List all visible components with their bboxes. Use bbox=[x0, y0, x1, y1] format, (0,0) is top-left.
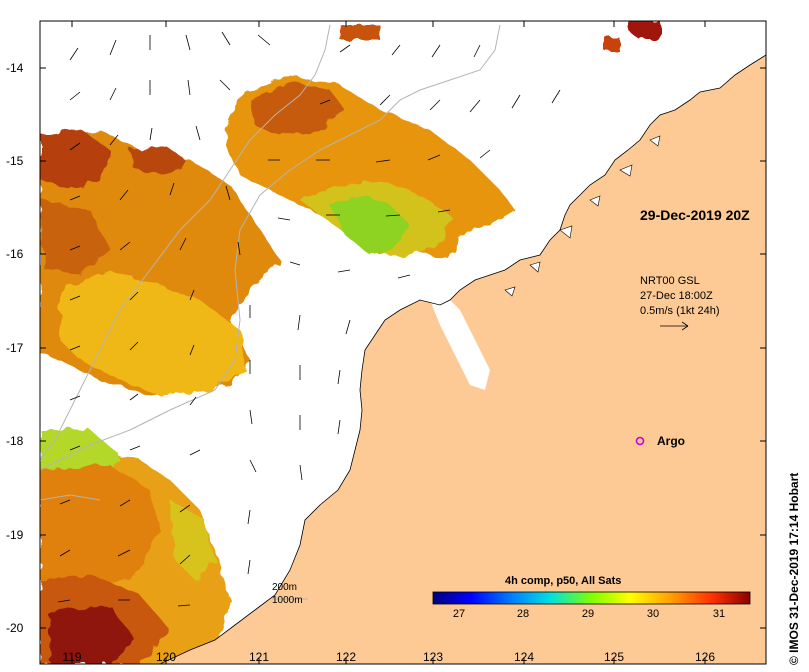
coastline bbox=[159, 54, 766, 664]
y-tick-label: -16 bbox=[6, 247, 24, 261]
x-tick-label: 122 bbox=[335, 650, 357, 664]
colorbar-tick: 31 bbox=[712, 608, 726, 620]
plot-frame bbox=[39, 20, 767, 665]
x-tick-label: 119 bbox=[62, 650, 82, 664]
y-tick-label: -19 bbox=[6, 528, 24, 542]
axis-ticks bbox=[40, 21, 766, 664]
y-tick-label: -18 bbox=[6, 434, 24, 448]
wind-scale: 0.5m/s (1kt 24h) bbox=[640, 305, 720, 317]
colorbar-tick: 29 bbox=[581, 608, 595, 620]
y-tick-label: -17 bbox=[6, 341, 24, 355]
wind-vectors bbox=[57, 31, 689, 607]
imos-credit: © IMOS 31-Dec-2019 17:14 Hobart bbox=[787, 472, 801, 665]
contour-1000m-label: 1000m bbox=[272, 595, 303, 606]
x-tick-label: 123 bbox=[422, 650, 444, 664]
king-sound bbox=[430, 295, 490, 390]
colorbar-tick: 30 bbox=[646, 608, 660, 620]
wind-time: 27-Dec 18:00Z bbox=[640, 290, 713, 302]
bathymetry-contours bbox=[40, 24, 501, 501]
colorbar-tick: 28 bbox=[516, 608, 530, 620]
date-label: 29-Dec-2019 20Z bbox=[640, 207, 750, 223]
wind-source: NRT00 GSL bbox=[640, 275, 700, 287]
y-tick-label: -15 bbox=[6, 154, 24, 168]
colorbar-title: 4h comp, p50, All Sats bbox=[505, 575, 622, 587]
contour-200m-label: 200m bbox=[272, 582, 298, 593]
x-tick-label: 124 bbox=[513, 650, 535, 664]
y-tick-label: -20 bbox=[6, 621, 24, 635]
argo-marker[interactable] bbox=[635, 436, 645, 446]
x-tick-label: 125 bbox=[603, 650, 625, 664]
x-tick-label: 121 bbox=[248, 650, 270, 664]
wind-info: NRT00 GSL 27-Dec 18:00Z 0.5m/s (1kt 24h) bbox=[640, 274, 719, 319]
colorbar bbox=[432, 591, 751, 605]
bathymetry-legend: 200m 1000m bbox=[272, 581, 303, 607]
coastal-islands bbox=[504, 135, 661, 297]
x-tick-label: 126 bbox=[694, 650, 716, 664]
colorbar-tick: 27 bbox=[452, 608, 466, 620]
argo-label: Argo bbox=[657, 434, 685, 448]
x-tick-label: 120 bbox=[155, 650, 177, 664]
y-tick-label: -14 bbox=[6, 61, 24, 75]
